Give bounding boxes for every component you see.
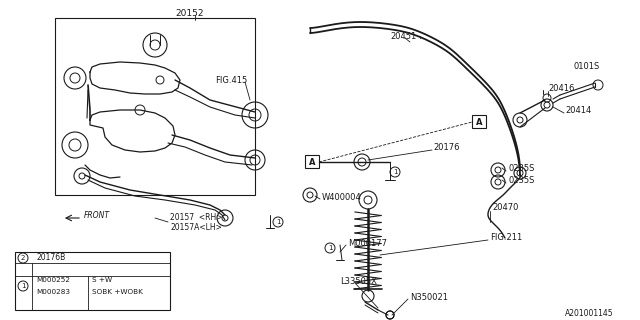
Text: 0101S: 0101S: [573, 61, 599, 70]
Text: 2: 2: [21, 255, 25, 261]
Text: A: A: [308, 157, 316, 166]
Text: SOBK +WOBK: SOBK +WOBK: [92, 289, 143, 295]
Text: 1: 1: [393, 169, 397, 175]
Text: M000177: M000177: [348, 238, 387, 247]
Text: FIG.415: FIG.415: [215, 76, 247, 84]
Text: 20416: 20416: [548, 84, 574, 92]
Text: S +W: S +W: [92, 277, 112, 283]
Text: W400004: W400004: [322, 193, 362, 202]
Text: M000252: M000252: [36, 277, 70, 283]
Text: A201001145: A201001145: [565, 308, 614, 317]
Text: 20451: 20451: [390, 31, 416, 41]
Text: 20157A<LH>: 20157A<LH>: [170, 223, 222, 233]
Text: N350021: N350021: [410, 293, 448, 302]
Text: 20414: 20414: [565, 106, 591, 115]
Text: L33505X: L33505X: [340, 277, 377, 286]
Bar: [15, 252, 170, 310]
Text: FRONT: FRONT: [84, 211, 110, 220]
Text: 20176: 20176: [433, 142, 460, 151]
Text: FIG.211: FIG.211: [490, 233, 522, 242]
Text: 1: 1: [276, 219, 280, 225]
Bar: [305, 155, 319, 168]
Text: 1: 1: [20, 283, 25, 289]
Text: 0235S: 0235S: [508, 175, 534, 185]
Text: 20152: 20152: [175, 9, 204, 18]
Text: 1: 1: [328, 245, 332, 251]
Text: 20157  <RH>: 20157 <RH>: [170, 213, 223, 222]
Bar: [472, 115, 486, 128]
Bar: [55, 18, 255, 195]
Text: 20176B: 20176B: [36, 253, 65, 262]
Text: 0235S: 0235S: [508, 164, 534, 172]
Text: A: A: [476, 117, 483, 126]
Text: M000283: M000283: [36, 289, 70, 295]
Text: 20470: 20470: [492, 204, 518, 212]
